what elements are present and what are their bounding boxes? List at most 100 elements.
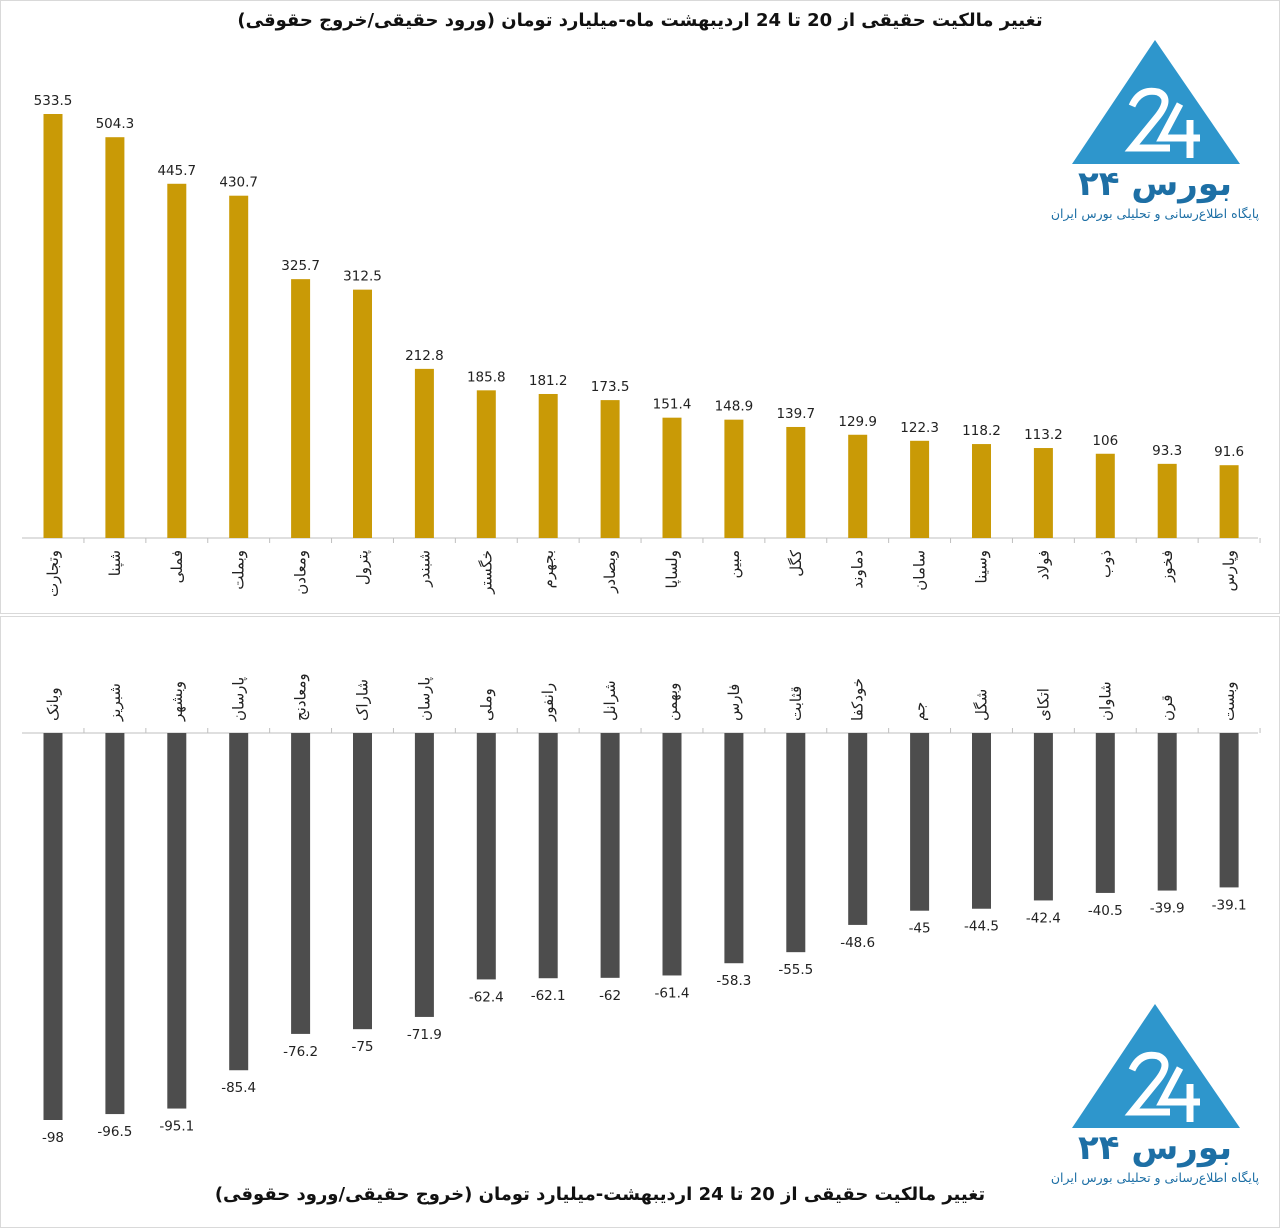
category-label: دماوند [849, 550, 867, 589]
bar [910, 440, 930, 538]
data-label: 106 [1092, 433, 1118, 449]
data-label: 148.9 [715, 399, 754, 415]
data-label: 113.2 [1024, 427, 1063, 443]
data-label: -39.1 [1212, 897, 1247, 913]
bar [105, 137, 125, 539]
data-label: 93.3 [1152, 443, 1182, 459]
category-label: وبشهر [168, 681, 186, 722]
bar [600, 733, 620, 978]
data-label: -95.1 [159, 1119, 194, 1135]
bar [353, 289, 372, 538]
data-label: 151.4 [653, 397, 692, 413]
bar [291, 279, 311, 538]
category-label: شگل [973, 689, 991, 721]
bar [43, 733, 63, 1120]
data-label: -42.4 [1026, 910, 1061, 926]
data-label: 91.6 [1214, 444, 1244, 460]
bar [1095, 733, 1115, 893]
category-label: فولاد [1034, 550, 1052, 580]
top-bar-chart: 533.5 وتجارت 504.3 شپنا 445.7 فملی 430.7 وبملت 3… [22, 93, 1261, 597]
data-label: 212.8 [405, 348, 444, 364]
logo-name: بورس ۲۴ [1078, 164, 1232, 204]
data-label: -75 [351, 1039, 373, 1055]
bar [1033, 733, 1053, 901]
bar [291, 733, 311, 1034]
bar [972, 444, 991, 538]
category-label: وبهمن [663, 683, 681, 721]
category-label: خگستر [477, 550, 495, 595]
category-label: شبریز [106, 683, 124, 722]
category-label: ومعادن [292, 550, 310, 595]
bar [1095, 453, 1115, 538]
category-label: قرن [1158, 695, 1176, 721]
bar [167, 733, 187, 1109]
category-label: شرانل [601, 680, 619, 721]
bar [476, 733, 496, 980]
data-label: -76.2 [283, 1044, 318, 1060]
category-label: شاوان [1096, 681, 1114, 721]
category-label: شاراک [354, 679, 372, 721]
category-label: شپنا [106, 550, 125, 576]
data-label: -55.5 [778, 962, 813, 978]
bar [229, 195, 249, 538]
category-label: فارس [725, 684, 743, 721]
category-label: وملی [477, 688, 495, 721]
category-label: ذوب [1096, 550, 1114, 578]
category-label: وبصادر [601, 550, 619, 594]
data-label: -39.9 [1150, 901, 1185, 917]
category-label: فخوز [1158, 550, 1176, 583]
data-label: 325.7 [281, 258, 320, 274]
top-chart-title: تغییر مالکیت حقیقی از 20 تا 24 اردیبهشت … [237, 10, 1043, 31]
bar [229, 733, 249, 1071]
bar [848, 434, 868, 538]
bar [538, 393, 558, 538]
category-label: وپارس [1220, 550, 1239, 592]
bar [848, 733, 868, 925]
bottom-chart-title: تغییر مالکیت حقیقی از 20 تا 24 اردیبهشت-… [214, 1184, 986, 1205]
bar [414, 368, 434, 538]
bar [1219, 733, 1239, 888]
top-chart-panel [0, 0, 1280, 614]
bar [724, 419, 744, 538]
bar [1157, 463, 1177, 538]
category-label: بجهرم [539, 550, 557, 588]
data-label: 139.7 [776, 406, 815, 422]
logo-tagline: پایگاه اطلاع‌رسانی و تحلیلی بورس ایران [1050, 206, 1260, 221]
category-label: وسینا [973, 550, 991, 583]
category-label: وبست [1220, 681, 1238, 721]
triangle-logo-icon [1072, 40, 1240, 164]
data-label: 445.7 [157, 163, 196, 179]
data-label: -62.1 [531, 988, 566, 1004]
bar [1157, 733, 1177, 891]
category-label: کگل [787, 549, 805, 577]
category-label: وبملت [230, 550, 248, 590]
data-label: 185.8 [467, 369, 506, 385]
data-label: -45 [909, 921, 931, 937]
bar [786, 426, 806, 538]
category-label: سامان [911, 550, 929, 591]
data-label: -61.4 [655, 985, 690, 1001]
bar [972, 733, 991, 909]
bar [600, 400, 620, 538]
bar [414, 733, 434, 1017]
category-label: رانفور [539, 683, 557, 722]
data-label: 533.5 [34, 93, 73, 109]
data-label: 504.3 [96, 116, 135, 132]
bar [105, 733, 125, 1115]
data-label: -62 [599, 988, 621, 1004]
bar [910, 733, 930, 911]
bar [786, 733, 806, 953]
category-label: قثابت [787, 686, 805, 721]
bar [353, 733, 372, 1030]
category-label: پارسان [230, 677, 249, 721]
data-label: -98 [42, 1130, 64, 1146]
bar [662, 417, 682, 538]
borse24-logo-top: بورس ۲۴ پایگاه اطلاع‌رسانی و تحلیلی بورس… [1040, 36, 1270, 226]
data-label: -62.4 [469, 989, 504, 1005]
data-label: 312.5 [343, 269, 382, 285]
bar [1219, 465, 1239, 538]
bottom-chart-panel [0, 616, 1280, 1228]
data-label: 129.9 [838, 414, 877, 430]
category-label: ولساپا [663, 550, 682, 589]
